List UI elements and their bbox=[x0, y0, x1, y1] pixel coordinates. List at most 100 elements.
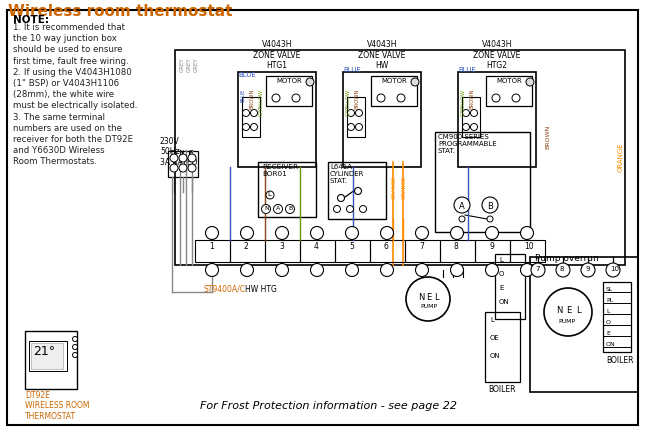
Text: BLUE: BLUE bbox=[238, 72, 256, 78]
Bar bbox=[435, 132, 530, 232]
Text: N: N bbox=[418, 293, 424, 302]
Circle shape bbox=[355, 187, 361, 194]
Circle shape bbox=[381, 263, 393, 277]
Text: HW HTG: HW HTG bbox=[245, 285, 277, 294]
Text: 3: 3 bbox=[279, 242, 284, 251]
Circle shape bbox=[188, 164, 196, 172]
Bar bbox=[230, 240, 265, 262]
Circle shape bbox=[462, 110, 470, 117]
Circle shape bbox=[377, 94, 385, 102]
Text: N: N bbox=[556, 306, 562, 315]
Circle shape bbox=[486, 263, 499, 277]
Text: GREY: GREY bbox=[187, 57, 192, 72]
Text: must be electrically isolated.: must be electrically isolated. bbox=[13, 101, 137, 110]
Text: (28mm), the white wire: (28mm), the white wire bbox=[13, 90, 114, 99]
Circle shape bbox=[512, 94, 520, 102]
Text: BROWN: BROWN bbox=[545, 125, 550, 149]
Text: A: A bbox=[459, 202, 465, 211]
Text: 1: 1 bbox=[209, 242, 213, 251]
Bar bbox=[335, 240, 370, 262]
Text: Pump overrun: Pump overrun bbox=[535, 254, 599, 263]
Bar bbox=[371, 76, 417, 106]
Circle shape bbox=[348, 123, 355, 131]
Circle shape bbox=[273, 204, 283, 214]
Text: BLUE: BLUE bbox=[241, 89, 246, 102]
Text: NOTE:: NOTE: bbox=[13, 15, 49, 25]
Text: ON: ON bbox=[606, 342, 616, 347]
Text: L: L bbox=[499, 257, 503, 263]
Text: (1" BSP) or V4043H1106: (1" BSP) or V4043H1106 bbox=[13, 79, 119, 88]
Text: 230V
50Hz
3A RATED: 230V 50Hz 3A RATED bbox=[160, 137, 197, 167]
Circle shape bbox=[266, 191, 274, 199]
Bar bbox=[462, 97, 480, 137]
Circle shape bbox=[381, 227, 393, 240]
Text: 2: 2 bbox=[244, 242, 249, 251]
Circle shape bbox=[406, 277, 450, 321]
Text: L: L bbox=[490, 317, 494, 323]
Circle shape bbox=[487, 216, 493, 222]
Circle shape bbox=[415, 227, 428, 240]
Text: L: L bbox=[576, 306, 580, 315]
Text: 4: 4 bbox=[314, 242, 319, 251]
Circle shape bbox=[206, 227, 219, 240]
Text: E: E bbox=[426, 293, 432, 302]
Bar bbox=[486, 76, 532, 106]
Text: G/YELLOW: G/YELLOW bbox=[461, 89, 466, 116]
Text: O: O bbox=[499, 271, 504, 277]
Text: L: L bbox=[606, 309, 610, 314]
Text: RECEIVER
BOR01: RECEIVER BOR01 bbox=[262, 164, 298, 177]
Circle shape bbox=[482, 197, 498, 213]
Text: N: N bbox=[264, 206, 269, 211]
Circle shape bbox=[526, 78, 534, 86]
Circle shape bbox=[250, 110, 257, 117]
Circle shape bbox=[179, 154, 187, 162]
Circle shape bbox=[450, 227, 464, 240]
Bar bbox=[328, 162, 386, 219]
Circle shape bbox=[556, 263, 570, 277]
Circle shape bbox=[459, 216, 465, 222]
Bar bbox=[347, 97, 365, 137]
Circle shape bbox=[544, 288, 592, 336]
Bar bbox=[195, 240, 230, 262]
Text: BLUE: BLUE bbox=[343, 67, 361, 73]
Text: 6: 6 bbox=[384, 242, 389, 251]
Circle shape bbox=[411, 78, 419, 86]
Circle shape bbox=[359, 206, 366, 212]
Text: A: A bbox=[276, 206, 280, 211]
Text: ST9400A/C: ST9400A/C bbox=[203, 285, 245, 294]
Circle shape bbox=[179, 164, 187, 172]
Bar bbox=[370, 240, 405, 262]
Text: E: E bbox=[499, 285, 503, 291]
Text: GREY: GREY bbox=[180, 57, 185, 72]
Text: receiver for both the DT92E: receiver for both the DT92E bbox=[13, 135, 133, 144]
Circle shape bbox=[272, 94, 280, 102]
Text: MOTOR: MOTOR bbox=[496, 78, 522, 84]
Text: L: L bbox=[434, 293, 439, 302]
Bar bbox=[405, 240, 440, 262]
Circle shape bbox=[454, 197, 470, 213]
Text: PL: PL bbox=[606, 298, 613, 303]
Circle shape bbox=[72, 353, 77, 358]
Text: E: E bbox=[606, 331, 610, 336]
Text: numbers are used on the: numbers are used on the bbox=[13, 124, 122, 133]
Circle shape bbox=[170, 154, 178, 162]
Bar bbox=[440, 240, 475, 262]
Text: BOILER: BOILER bbox=[488, 385, 515, 394]
Circle shape bbox=[250, 123, 257, 131]
Text: 9: 9 bbox=[585, 266, 590, 272]
Text: MOTOR: MOTOR bbox=[381, 78, 407, 84]
Bar bbox=[258, 162, 316, 217]
Text: O: O bbox=[606, 320, 611, 325]
Text: MOTOR: MOTOR bbox=[276, 78, 302, 84]
Circle shape bbox=[170, 164, 178, 172]
Circle shape bbox=[521, 227, 533, 240]
Bar bbox=[458, 72, 536, 167]
Circle shape bbox=[286, 204, 295, 214]
Bar bbox=[300, 240, 335, 262]
Circle shape bbox=[188, 154, 196, 162]
Circle shape bbox=[346, 227, 359, 240]
Text: Room Thermostats.: Room Thermostats. bbox=[13, 157, 97, 166]
Text: ORANGE: ORANGE bbox=[618, 142, 624, 172]
Circle shape bbox=[470, 110, 477, 117]
Text: V4043H
ZONE VALVE
HTG1: V4043H ZONE VALVE HTG1 bbox=[253, 40, 301, 70]
